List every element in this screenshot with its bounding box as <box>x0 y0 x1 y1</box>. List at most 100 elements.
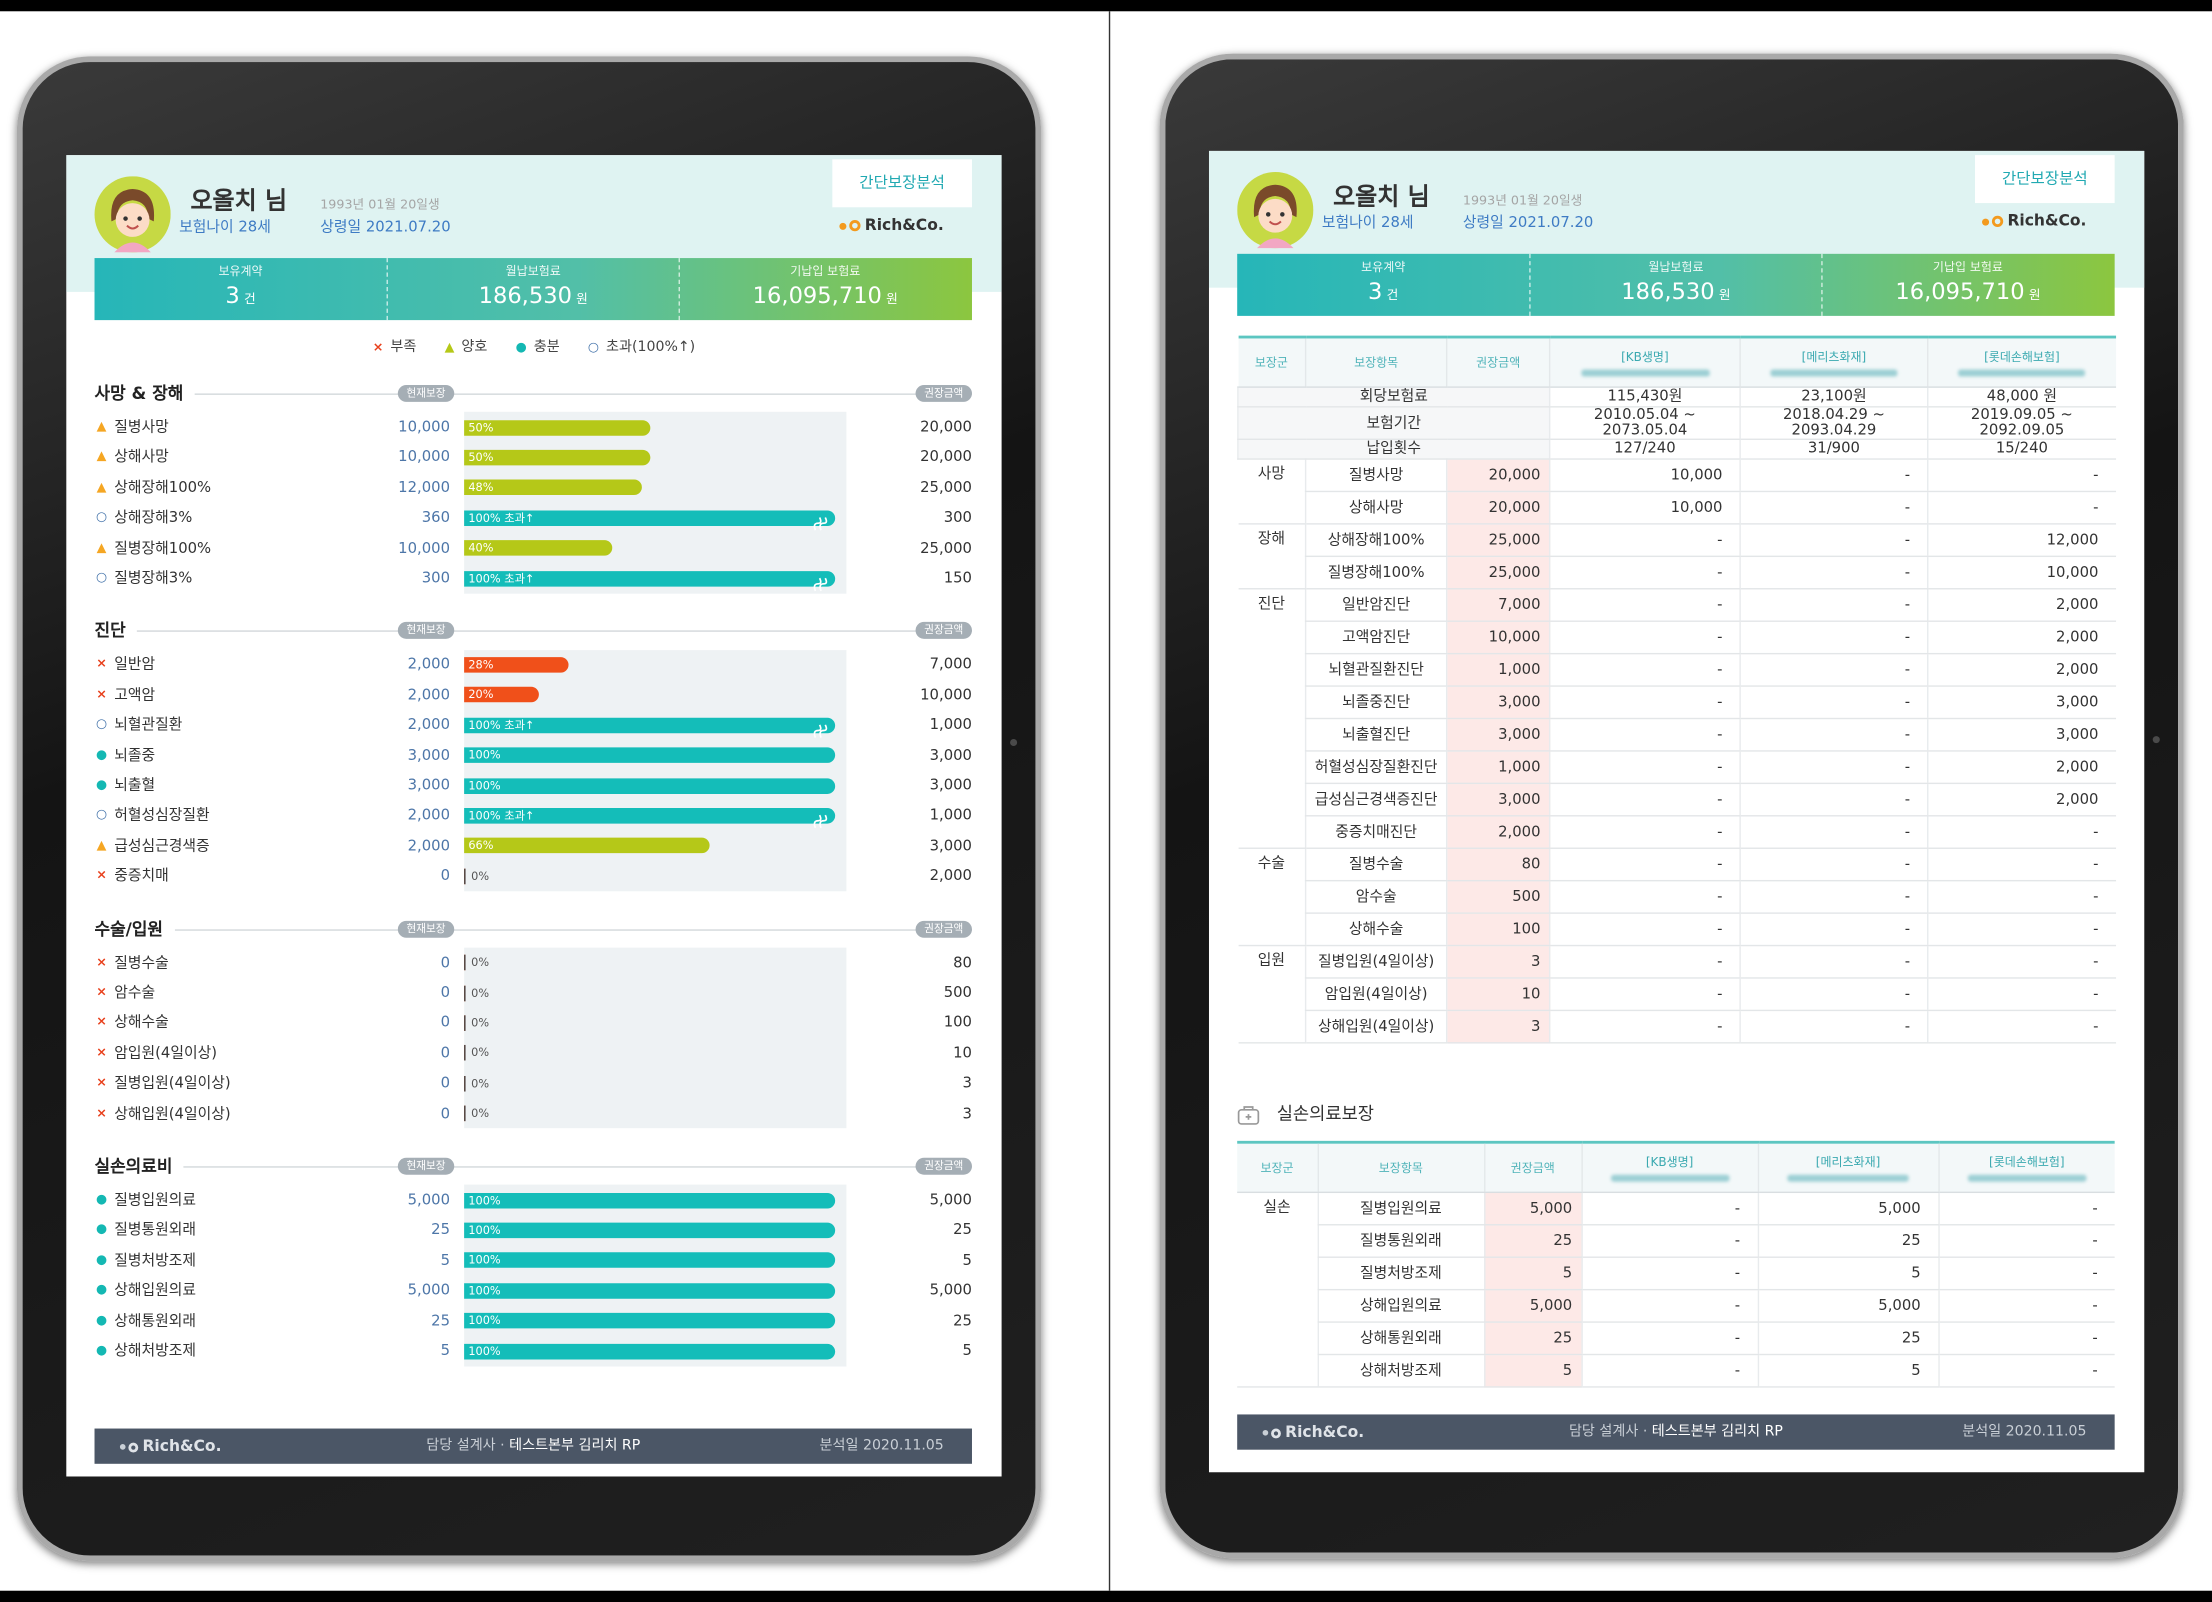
insurer-amount: 5 <box>1757 1257 1939 1291</box>
header-text: 보장항목 <box>1378 1162 1423 1177</box>
logo-dot <box>1262 1429 1269 1436</box>
recommended-amount: 300 <box>943 509 972 527</box>
group-name: 진단 <box>1237 588 1306 849</box>
summary-unit: 건 <box>243 293 256 308</box>
current-amount: 0 <box>440 1014 451 1032</box>
logo-ring <box>1991 215 2004 228</box>
recommended-amount: 3,000 <box>1445 783 1550 817</box>
insurer-amount: - <box>1739 783 1928 817</box>
blurred-product <box>1770 369 1898 377</box>
group-name: 수술 <box>1237 848 1306 947</box>
insurer-amount: - <box>1739 459 1928 493</box>
current-amount: 0 <box>440 984 451 1002</box>
birth-date: 1993년 01월 20일생 <box>1462 194 1583 209</box>
summary-value: 186,530 <box>1621 277 1715 305</box>
user-name: 오올치 님 <box>190 187 288 216</box>
status-icon: ▲ <box>96 540 107 556</box>
recommended-amount: 80 <box>1445 848 1550 882</box>
legend-item: ▲ 양호 <box>445 338 488 358</box>
recommended-amount: 3,000 <box>1445 718 1550 752</box>
coverage-bar <box>464 954 466 971</box>
current-amount: 10,000 <box>398 418 451 436</box>
bar-label: 20% <box>468 688 494 702</box>
coverage-item: 뇌혈관질환진단 <box>1304 653 1447 687</box>
recommended-amount: 1,000 <box>929 807 972 825</box>
insurer-amount: - <box>1548 880 1741 914</box>
coverage-name: 질병수술 <box>114 954 169 972</box>
recommended-amount: 5 <box>1483 1354 1582 1388</box>
legend-label: 초과(100%↑) <box>606 339 696 356</box>
recommended-amount: 25,000 <box>920 479 972 497</box>
coverage-row: 급성심근경색증진단 3,000- -2,000 <box>1238 783 2116 817</box>
insurer-amount: - <box>1739 945 1928 979</box>
summary-label: 기납입 보험료 <box>790 265 861 280</box>
coverage-bar <box>464 985 466 1001</box>
coverage-name: 암입원(4일이상) <box>114 1044 218 1062</box>
recommended-amount: 3 <box>1445 945 1550 979</box>
coverage-name: 상해처방조제 <box>114 1342 197 1360</box>
summary-value: 16,095,710 <box>752 282 882 309</box>
coverage-bar <box>464 1192 836 1208</box>
current-amount: 5 <box>440 1342 451 1360</box>
section-line <box>94 1166 972 1168</box>
analysis-button[interactable]: 간단보장분석 <box>832 159 972 208</box>
bar-label: 50% <box>468 420 494 434</box>
summary-value: 3 <box>225 282 240 309</box>
group-name: 입원 <box>1237 945 1306 1044</box>
header-text: 보장항목 <box>1354 356 1399 371</box>
bar-track <box>464 947 847 1129</box>
analysis-date: 분석일 2020.11.05 <box>819 1438 944 1454</box>
coverage-bar <box>464 1313 836 1329</box>
recommended-amount: 20,000 <box>920 448 972 466</box>
insurer-amount: - <box>1739 880 1928 914</box>
insurer-amount: 2,000 <box>1927 750 2116 785</box>
recommended-amount: 3,000 <box>1445 686 1550 720</box>
coverage-row: 질병장해100% 25,000- -10,000 <box>1238 556 2116 590</box>
coverage-item: 암수술 <box>1304 880 1447 914</box>
section-title: 사망 & 장해 <box>94 382 195 405</box>
status-icon: × <box>96 687 107 702</box>
recommended-amount: 10,000 <box>1445 621 1550 655</box>
insurer-amount: - <box>1927 848 2116 882</box>
logo-text: Rich&Co. <box>2007 211 2087 230</box>
status-icon: ▲ <box>96 480 107 495</box>
recommended-amount: 10 <box>953 1044 972 1062</box>
insurer-amount: - <box>1927 880 2116 914</box>
status-icon: × <box>96 1046 107 1061</box>
insurer-amount: - <box>1739 491 1928 525</box>
insurer-amount: - <box>1927 815 2116 849</box>
recommended-amount: 1,000 <box>1445 750 1550 785</box>
current-amount: 0 <box>440 1074 451 1092</box>
recommended-amount: 1,000 <box>1445 653 1550 687</box>
insurer-amount: 2,000 <box>1927 783 2116 817</box>
recommended-amount: 25 <box>953 1312 972 1330</box>
coverage-item: 상해사망 <box>1304 491 1447 525</box>
info-label: 납입횟수 <box>1237 439 1550 460</box>
legend-item: ○ 초과(100%↑) <box>588 338 695 358</box>
header-text: 보장군 <box>1254 356 1288 371</box>
insurer-amount: - <box>1548 945 1741 979</box>
info-value: 2019.09.05 ~ 2092.09.05 <box>1927 406 2116 440</box>
insurer-amount: - <box>1548 815 1741 849</box>
coverage-name: 상해장해3% <box>114 509 193 527</box>
coverage-row: 중증치매진단 2,000- - - <box>1238 815 2116 849</box>
recommended-amount: 3 <box>1445 1010 1550 1044</box>
analysis-button[interactable]: 간단보장분석 <box>1974 155 2115 204</box>
coverage-name: 뇌출혈 <box>114 777 156 794</box>
current-amount: 0 <box>440 954 451 972</box>
insurer-amount: - <box>1739 621 1928 655</box>
insurer-amount: 10,000 <box>1548 459 1741 493</box>
bar-label: 0% <box>471 1046 490 1060</box>
coverage-item: 질병수술 <box>1304 848 1447 882</box>
status-icon: × <box>96 657 107 672</box>
legend-icon: ▲ <box>444 341 455 356</box>
legend: × 부족 ▲ 양호 ● 충분 ○ 초과(100%↑) <box>66 338 1001 358</box>
insurer-amount: - <box>1548 523 1741 558</box>
section-badge: 현재보장 <box>397 920 455 938</box>
planner-prefix: 담당 설계사 · <box>1568 1424 1652 1440</box>
logo-text: Rich&Co. <box>864 215 944 235</box>
current-amount: 2,000 <box>407 716 451 734</box>
column-header: 권장금액 <box>1445 335 1550 388</box>
group-name: 실손 <box>1237 1192 1318 1388</box>
